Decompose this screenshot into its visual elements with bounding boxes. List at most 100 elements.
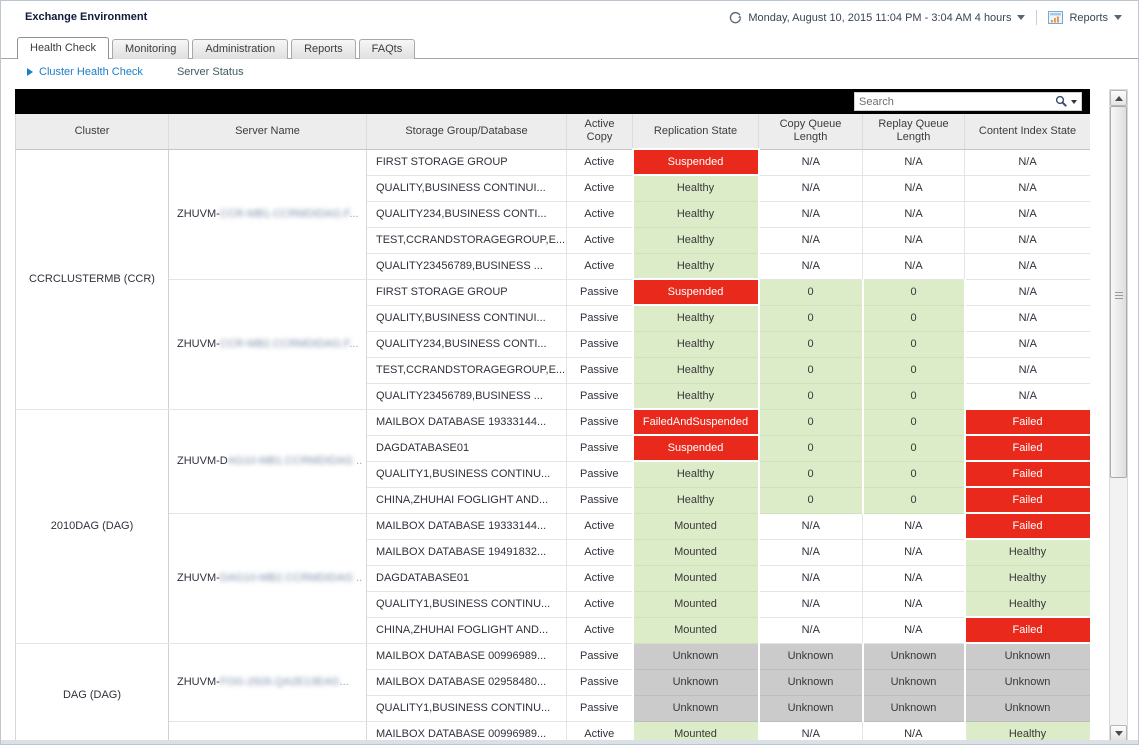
time-range-icon: [729, 11, 742, 24]
content-index-cell: N/A: [964, 148, 1090, 176]
vertical-scrollbar[interactable]: [1109, 89, 1128, 742]
content-index-cell: Healthy: [963, 565, 1090, 592]
content-index-cell: N/A: [964, 175, 1090, 202]
table-row[interactable]: QUALITY,BUSINESS CONTINUI... Active Health…: [16, 175, 1090, 202]
table-row[interactable]: QUALITY23456789,BUSINESS ... Active Health…: [16, 253, 1090, 280]
replay-queue-cell: 0: [861, 357, 966, 384]
table-row[interactable]: QUALITY1,BUSINESS CONTINU... Passive Healt…: [16, 460, 1090, 488]
replication-state-cell: Mounted: [631, 591, 760, 618]
table-row[interactable]: QUALITY234,BUSINESS CONTI... Passive Healt…: [16, 331, 1090, 358]
server-name-cell: ZHUVM-DAG10-MB1.CCRMDIDAG ..: [168, 408, 367, 514]
copy-queue-cell: 0: [757, 383, 864, 410]
active-copy-cell: Active: [566, 201, 633, 228]
table-row[interactable]: CHINA,ZHUHAI FOGLIGHT AND... Active Mounte…: [16, 616, 1090, 644]
copy-queue-cell: 0: [757, 357, 864, 384]
replay-queue-cell: 0: [861, 408, 966, 436]
replication-state-cell: Healthy: [631, 487, 760, 514]
content-index-cell: Failed: [963, 460, 1090, 488]
storage-group-cell: QUALITY23456789,BUSINESS ...: [366, 253, 567, 280]
table-header-row: Cluster Server Name Storage Group/Databa…: [15, 114, 1090, 150]
copy-queue-cell: 0: [757, 305, 864, 332]
scroll-down-button[interactable]: [1110, 725, 1127, 741]
server-name-cell: ZHUVM-FOG-2926.QA2E13EAG...: [168, 642, 367, 722]
storage-group-cell: TEST,CCRANDSTORAGEGROUP,E...: [366, 227, 567, 254]
scrollbar-thumb[interactable]: [1110, 106, 1127, 478]
tab-bar: Health Check Monitoring Administration R…: [1, 37, 1138, 59]
storage-group-cell: MAILBOX DATABASE 19333144...: [366, 408, 567, 436]
table-toolbar: [15, 89, 1090, 114]
copy-queue-cell: 0: [757, 435, 864, 462]
replay-queue-cell: 0: [861, 487, 966, 514]
table-row[interactable]: QUALITY23456789,BUSINESS ... Passive Healt…: [16, 383, 1090, 410]
active-copy-cell: Active: [566, 720, 633, 742]
replication-state-cell: Healthy: [631, 331, 760, 358]
storage-group-cell: QUALITY234,BUSINESS CONTI...: [366, 201, 567, 228]
copy-queue-cell: N/A: [758, 148, 863, 176]
content-index-cell: Failed: [963, 408, 1090, 436]
replay-queue-cell: N/A: [862, 227, 965, 254]
column-header-content-index[interactable]: Content Index State: [964, 114, 1090, 150]
tab-administration[interactable]: Administration: [192, 39, 289, 59]
replay-queue-cell: 0: [861, 461, 966, 488]
table-row[interactable]: DAGDATABASE01 Passive Suspended 0 0 Failed: [16, 434, 1090, 462]
replication-state-cell: Healthy: [631, 305, 760, 332]
column-header-copy-queue[interactable]: Copy Queue Length: [758, 114, 863, 150]
search-options[interactable]: [1055, 95, 1081, 108]
table-row[interactable]: ZHUVM-DAG10-MB2.CCRMDIDAG .. MAILBOX DATA…: [16, 512, 1090, 644]
reports-menu[interactable]: Reports: [1048, 11, 1122, 24]
copy-queue-cell: N/A: [758, 720, 863, 742]
active-copy-cell: Passive: [566, 357, 633, 384]
table-row[interactable]: DAGDATABASE01 Active Mounted N/A N/A Healthy: [16, 565, 1090, 592]
column-header-server-name[interactable]: Server Name: [168, 114, 367, 150]
copy-queue-cell: Unknown: [757, 669, 864, 696]
table-row[interactable]: QUALITY234,BUSINESS CONTI... Active Health…: [16, 201, 1090, 228]
table-row[interactable]: QUALITY,BUSINESS CONTINUI... Passive Healt…: [16, 305, 1090, 332]
table-row[interactable]: ZHUVM-CCR-MB2.CCRMDIDAG.F... FIRST STORAG…: [16, 278, 1090, 410]
tab-reports[interactable]: Reports: [291, 39, 356, 59]
replication-state-cell: Mounted: [631, 539, 760, 566]
search-box: [854, 92, 1082, 111]
time-range-selector[interactable]: Monday, August 10, 2015 11:04 PM - 3:04 …: [729, 11, 1026, 24]
tab-health-check[interactable]: Health Check: [17, 37, 110, 59]
column-header-replication-state[interactable]: Replication State: [632, 114, 759, 150]
content-index-cell: Failed: [963, 486, 1090, 514]
table-row[interactable]: MAILBOX DATABASE 00996989... Active Mounte…: [16, 720, 1090, 742]
replication-state-cell: Healthy: [631, 461, 760, 488]
content-index-cell: N/A: [964, 278, 1090, 306]
redacted-server-name: DAG10-MB2.CCRMDIDAG: [219, 572, 354, 584]
table-row[interactable]: QUALITY1,BUSINESS CONTINU... Active Mounte…: [16, 591, 1090, 618]
storage-group-cell: MAILBOX DATABASE 19491832...: [366, 539, 567, 566]
table-row[interactable]: CCRCLUSTERMB (CCR) ZHUVM-CCR-MB1.CCRMDIDA…: [15, 148, 1090, 410]
active-copy-cell: Active: [566, 591, 633, 618]
scroll-up-button[interactable]: [1110, 90, 1127, 106]
storage-group-cell: QUALITY234,BUSINESS CONTI...: [366, 331, 567, 358]
health-check-table: Cluster Server Name Storage Group/Databa…: [15, 114, 1090, 742]
server-name-cell: ZHUVM-DAG10-MB2.CCRMDIDAG ..: [168, 512, 367, 644]
table-row[interactable]: CHINA,ZHUHAI FOGLIGHT AND... Passive Healt…: [16, 486, 1090, 514]
active-copy-cell: Active: [566, 565, 633, 592]
tab-faqts[interactable]: FAQts: [358, 39, 416, 59]
table-row[interactable]: MAILBOX DATABASE 02958480... Passive Unkno…: [16, 669, 1090, 696]
search-input[interactable]: [855, 94, 1055, 109]
active-copy-cell: Passive: [566, 461, 633, 488]
replay-queue-cell: N/A: [862, 512, 965, 540]
tab-monitoring[interactable]: Monitoring: [112, 39, 190, 59]
column-header-cluster[interactable]: Cluster: [15, 114, 169, 150]
active-copy-cell: Active: [566, 539, 633, 566]
breadcrumb-cluster-health-check[interactable]: Cluster Health Check: [39, 66, 143, 78]
storage-group-cell: FIRST STORAGE GROUP: [366, 148, 567, 176]
replication-state-cell: Mounted: [631, 512, 760, 540]
table-row[interactable]: MAILBOX DATABASE 19491832... Active Mounte…: [16, 539, 1090, 566]
table-row[interactable]: TEST,CCRANDSTORAGEGROUP,E... Passive Healt…: [16, 357, 1090, 384]
table-row[interactable]: 2010DAG (DAG) ZHUVM-DAG10-MB1.CCRMDIDAG .…: [15, 408, 1090, 644]
breadcrumb-server-status[interactable]: Server Status: [176, 66, 244, 78]
replication-state-cell: Mounted: [631, 617, 760, 644]
table-row[interactable]: DAG (DAG) ZHUVM-FOG-2926.QA2E13EAG... MAIL…: [15, 642, 1090, 742]
copy-queue-cell: 0: [757, 487, 864, 514]
bottom-edge: [1, 740, 1138, 744]
storage-group-cell: QUALITY1,BUSINESS CONTINU...: [366, 695, 567, 722]
column-header-active-copy[interactable]: Active Copy: [566, 114, 633, 150]
column-header-replay-queue[interactable]: Replay Queue Length: [862, 114, 965, 150]
table-row[interactable]: TEST,CCRANDSTORAGEGROUP,E... Active Health…: [16, 227, 1090, 254]
column-header-storage-group[interactable]: Storage Group/Database: [366, 114, 567, 150]
